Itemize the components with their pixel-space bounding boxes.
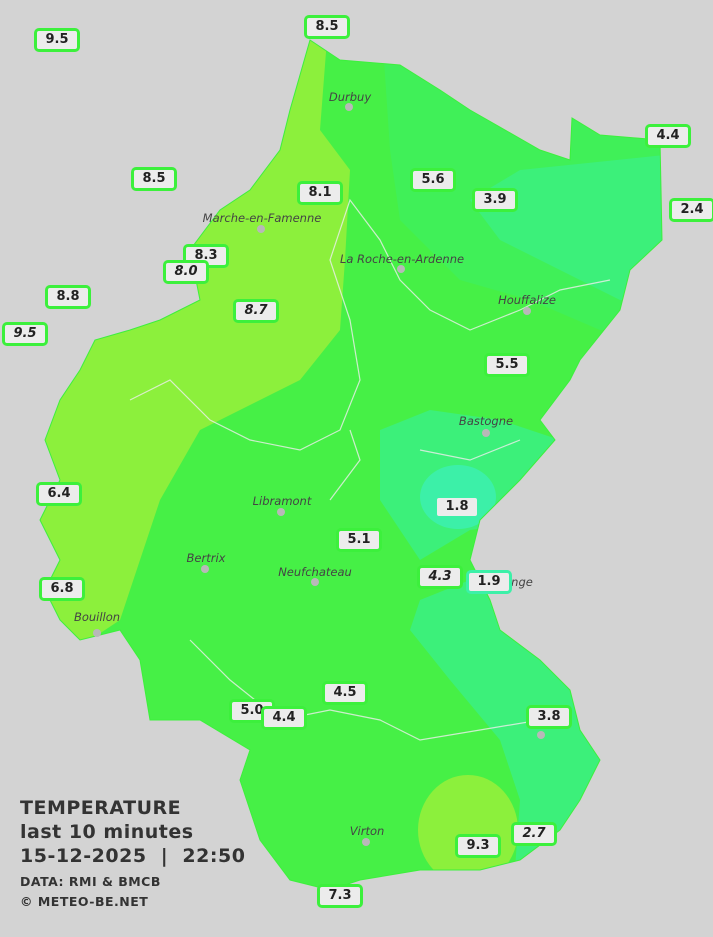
station-value: 2.4 — [669, 198, 713, 222]
district-border — [189, 429, 541, 741]
station-value: 4.4 — [261, 706, 307, 730]
city-label: Marche-en-Famenne — [202, 211, 322, 225]
station-value: 5.5 — [484, 353, 530, 377]
station-value: 4.3 — [417, 565, 463, 589]
city-dot — [277, 508, 285, 516]
station-value: 6.4 — [36, 482, 82, 506]
station-value: 8.8 — [45, 285, 91, 309]
district-border — [129, 198, 611, 451]
station-value: 8.5 — [131, 167, 177, 191]
station-value: 8.1 — [297, 181, 343, 205]
city-label: Libramont — [252, 494, 312, 508]
city-dot — [523, 307, 531, 315]
copyright: © METEO-BE.NET — [20, 894, 149, 909]
zone-warm-south — [418, 775, 518, 885]
station-value: 4.5 — [322, 681, 368, 705]
city-dot — [257, 225, 265, 233]
station-value: 2.7 — [511, 822, 557, 846]
station-value: 8.7 — [233, 299, 279, 323]
city-dot — [537, 731, 545, 739]
map-title: TEMPERATURE — [20, 797, 182, 819]
city-label: nge — [511, 575, 533, 589]
station-value: 9.3 — [455, 834, 501, 858]
station-value: 3.8 — [526, 705, 572, 729]
station-value: 9.5 — [2, 322, 48, 346]
station-value: 3.9 — [472, 188, 518, 212]
data-source: DATA: RMI & BMCB — [20, 874, 161, 889]
city-label: Houffalize — [498, 293, 556, 307]
station-value: 9.5 — [34, 28, 80, 52]
city-label: Bastogne — [458, 414, 514, 428]
city-dot — [93, 629, 101, 637]
map-subtitle: last 10 minutes — [20, 821, 194, 843]
station-value: 6.8 — [39, 577, 85, 601]
city-dot — [362, 838, 370, 846]
station-value: 1.8 — [434, 495, 480, 519]
station-value: 5.1 — [336, 528, 382, 552]
station-value: 4.4 — [645, 124, 691, 148]
city-dot — [482, 429, 490, 437]
station-value: 1.9 — [466, 570, 512, 594]
city-label: Neufchateau — [278, 565, 352, 579]
map-legend: TEMPERATURE last 10 minutes 15-12-2025 |… — [20, 796, 245, 912]
station-value: 7.3 — [317, 884, 363, 908]
station-value: 8.0 — [163, 260, 209, 284]
city-dot — [201, 565, 209, 573]
city-label: Bertrix — [186, 551, 226, 565]
map-datetime: 15-12-2025 | 22:50 — [20, 845, 246, 867]
city-dot — [397, 265, 405, 273]
city-label: Bouillon — [73, 610, 121, 624]
city-label: La Roche-en-Ardenne — [339, 252, 465, 266]
city-dot — [345, 103, 353, 111]
station-value: 8.5 — [304, 15, 350, 39]
city-dot — [311, 578, 319, 586]
city-label: Durbuy — [328, 90, 372, 104]
station-value: 5.6 — [410, 168, 456, 192]
city-label: Virton — [349, 824, 385, 838]
